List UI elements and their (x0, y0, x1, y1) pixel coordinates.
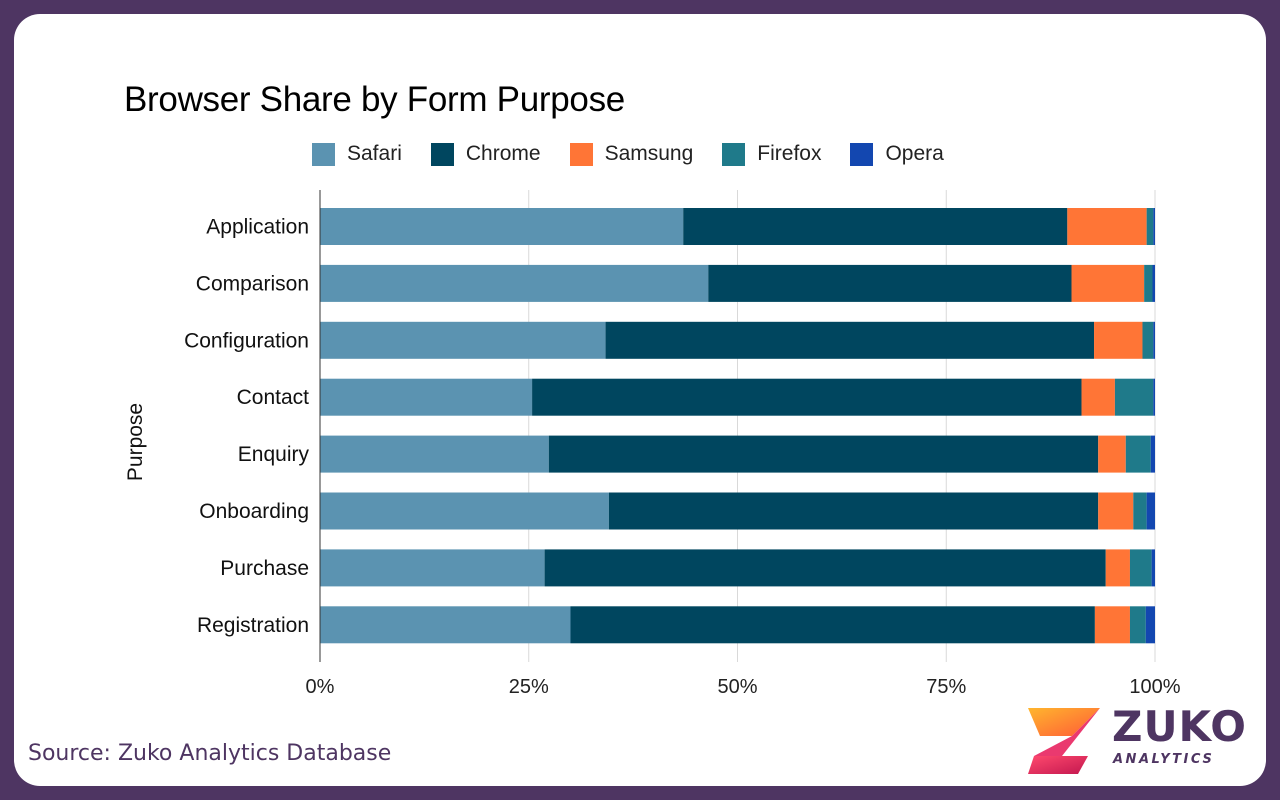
bar-opera (1153, 208, 1155, 245)
bar-firefox (1129, 606, 1146, 644)
logo-subtitle: ANALYTICS (1113, 752, 1215, 767)
y-tick-label: Onboarding (199, 500, 309, 523)
x-tick-label: 100% (1129, 676, 1180, 698)
bar-firefox (1144, 264, 1153, 302)
bar-samsung (1098, 435, 1126, 473)
legend-item-chrome: Chrome (430, 142, 541, 166)
bar-safari (320, 492, 609, 530)
bar-samsung (1081, 378, 1115, 416)
bar-chrome (570, 606, 1095, 644)
y-tick-label: Application (206, 216, 309, 239)
bar-opera (1152, 264, 1155, 302)
bar-chrome (548, 435, 1099, 473)
legend-label: Firefox (757, 142, 822, 165)
y-tick-label: Comparison (196, 272, 309, 295)
legend-swatch (722, 142, 746, 166)
bar-chrome (683, 208, 1068, 245)
bar-firefox (1114, 378, 1154, 416)
logo-wordmark: ZUKO (1112, 702, 1247, 751)
bar-firefox (1125, 435, 1151, 473)
bar-chrome (708, 264, 1072, 302)
y-tick-label: Enquiry (238, 443, 310, 466)
bar-firefox (1133, 492, 1147, 530)
bar-opera (1146, 492, 1155, 530)
bar-samsung (1105, 549, 1130, 587)
bar-opera (1153, 321, 1155, 359)
y-tick-label: Purchase (220, 557, 309, 580)
legend-swatch (850, 142, 874, 166)
bar-opera (1150, 435, 1155, 473)
source-note: Source: Zuko Analytics Database (28, 741, 392, 766)
bar-opera (1145, 606, 1155, 644)
bar-firefox (1142, 321, 1154, 359)
bar-safari (320, 378, 533, 416)
y-tick-label: Registration (197, 614, 309, 637)
y-tick-label: Configuration (184, 329, 309, 352)
bar-firefox (1146, 208, 1154, 245)
bar-chrome (544, 549, 1106, 587)
legend-swatch (430, 142, 454, 166)
bar-samsung (1067, 208, 1147, 245)
bar-safari (320, 264, 709, 302)
legend-label: Safari (347, 142, 402, 165)
legend-label: Chrome (465, 142, 541, 165)
chart-title: Browser Share by Form Purpose (124, 80, 625, 119)
legend-item-samsung: Samsung (569, 142, 694, 166)
y-tick-label: Contact (237, 386, 310, 409)
bar-firefox (1129, 549, 1152, 587)
bar-safari (320, 321, 606, 359)
bar-samsung (1094, 606, 1130, 644)
bar-safari (320, 435, 549, 473)
x-tick-label: 0% (306, 676, 335, 698)
bar-opera (1151, 549, 1155, 587)
legend-swatch (312, 142, 335, 166)
x-tick-label: 25% (509, 676, 549, 698)
bar-opera (1153, 378, 1155, 416)
x-tick-label: 75% (926, 676, 966, 698)
legend-swatch (569, 142, 593, 166)
bar-chrome (608, 492, 1099, 530)
x-tick-label: 50% (717, 676, 757, 698)
bar-samsung (1071, 264, 1145, 302)
y-axis-title: Purpose (124, 403, 147, 481)
bar-safari (320, 549, 545, 587)
bar-chrome (532, 378, 1082, 416)
legend-item-firefox: Firefox (722, 142, 821, 166)
bar-safari (320, 606, 571, 644)
legend-item-safari: Safari (312, 142, 402, 166)
bar-samsung (1098, 492, 1134, 530)
bar-safari (320, 208, 684, 245)
bar-samsung (1094, 321, 1143, 359)
chart-legend: Safari Chrome Samsung Firefox Opera (312, 140, 973, 168)
legend-label: Opera (885, 142, 944, 165)
bar-chrome (605, 321, 1095, 359)
zuko-logo-icon (1028, 708, 1100, 774)
legend-label: Samsung (604, 142, 694, 165)
legend-item-opera: Opera (850, 142, 944, 166)
